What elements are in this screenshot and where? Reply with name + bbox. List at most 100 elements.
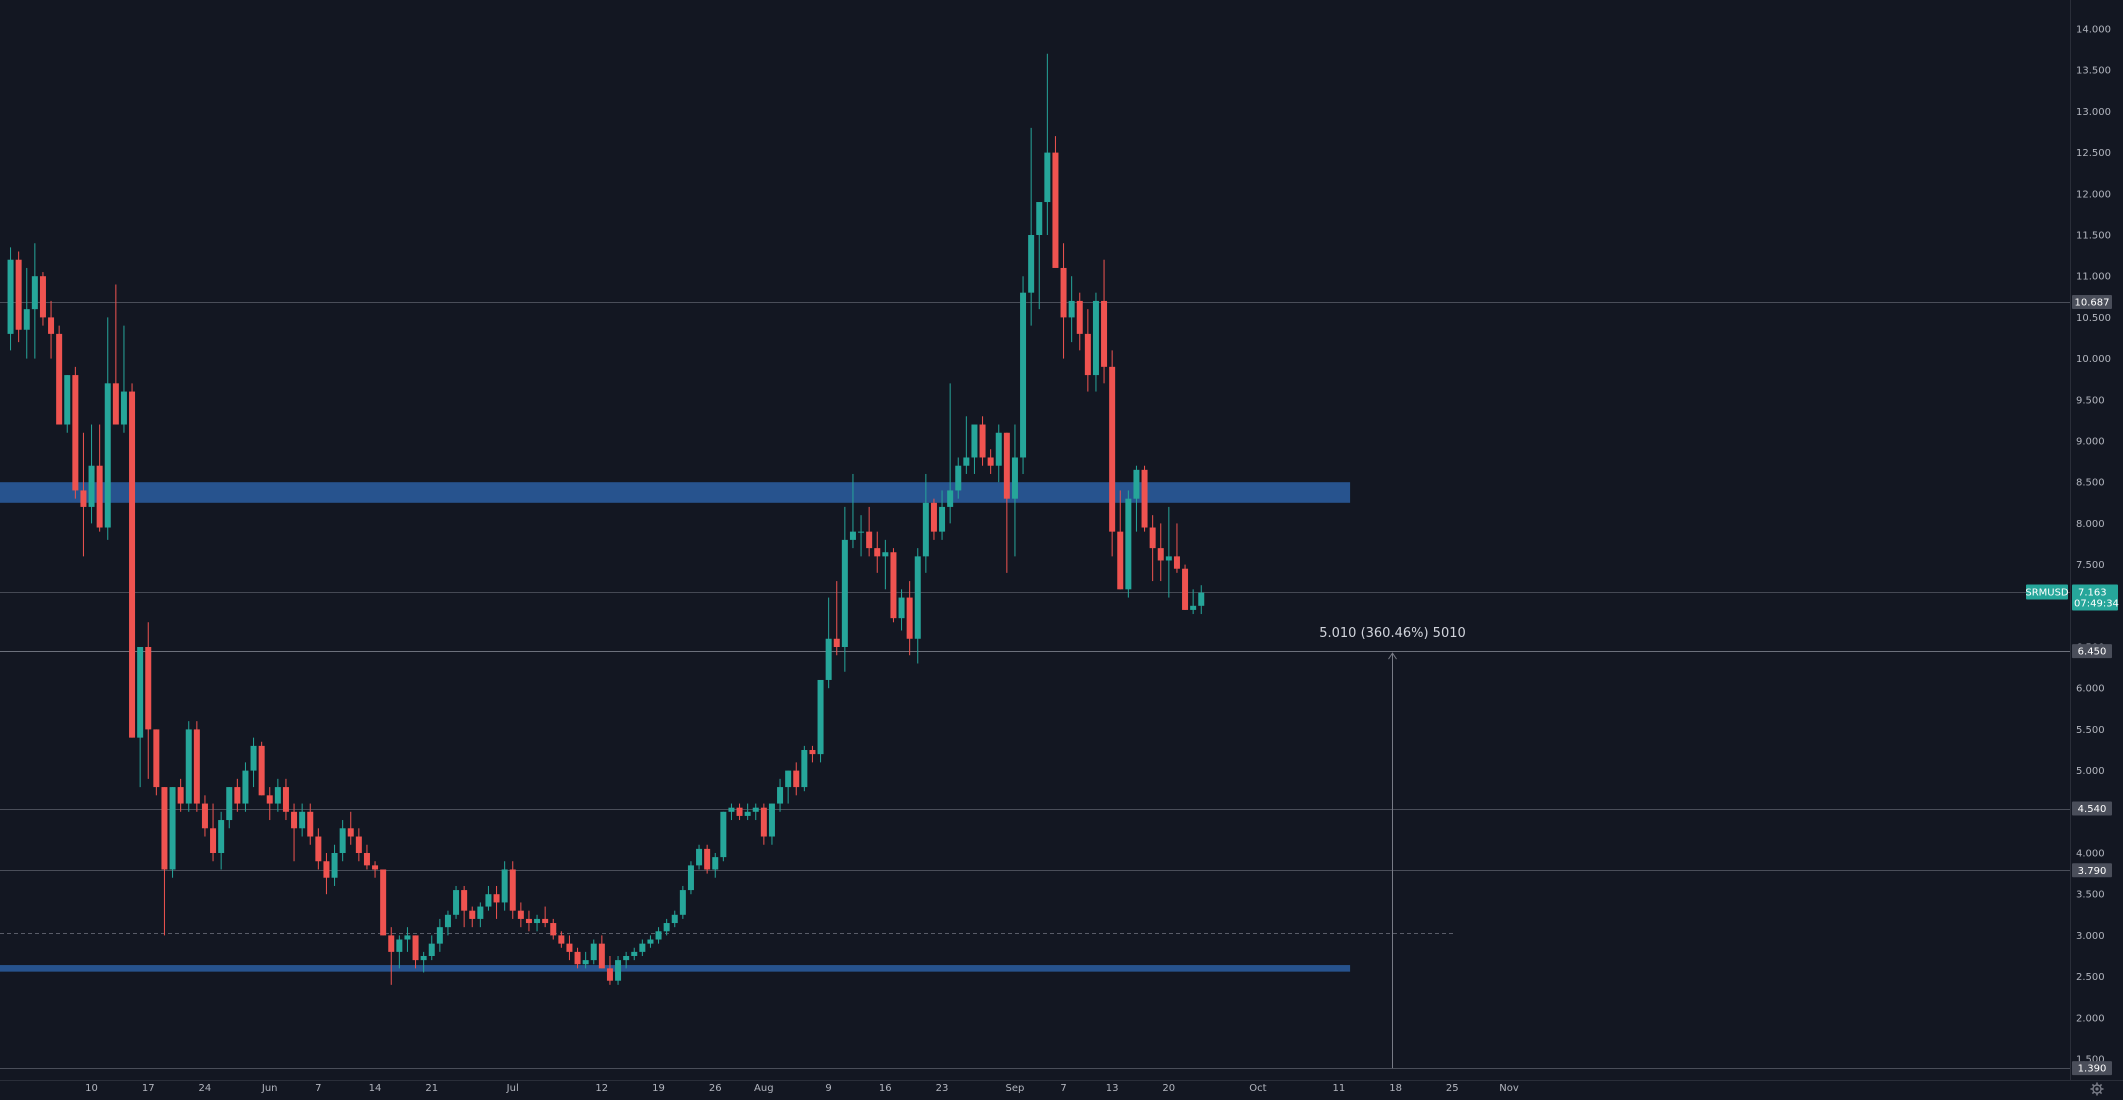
candle[interactable] xyxy=(274,778,281,812)
candle[interactable] xyxy=(1052,136,1059,268)
candle[interactable] xyxy=(96,424,103,532)
candle[interactable] xyxy=(339,820,346,862)
candle[interactable] xyxy=(1036,202,1043,310)
candle[interactable] xyxy=(266,787,273,821)
price-axis[interactable]: 1.5002.0002.5003.0003.5004.0004.5005.000… xyxy=(2025,0,2119,1080)
candle[interactable] xyxy=(655,927,662,944)
candle[interactable] xyxy=(31,243,38,359)
candle[interactable] xyxy=(469,906,476,928)
candle[interactable] xyxy=(299,803,306,837)
candle[interactable] xyxy=(1076,292,1083,351)
candle[interactable] xyxy=(801,745,808,792)
candle[interactable] xyxy=(1190,589,1197,615)
candle[interactable] xyxy=(720,811,727,862)
candle[interactable] xyxy=(120,325,127,433)
candle[interactable] xyxy=(104,317,111,540)
candle[interactable] xyxy=(404,927,411,952)
candle[interactable] xyxy=(509,861,516,919)
candle[interactable] xyxy=(436,918,443,952)
candle[interactable] xyxy=(777,778,784,812)
candle[interactable] xyxy=(444,910,451,936)
candle[interactable] xyxy=(323,853,330,895)
candle[interactable] xyxy=(696,844,703,870)
candle[interactable] xyxy=(1149,515,1156,582)
candle[interactable] xyxy=(687,861,694,895)
measure-tool[interactable]: 5.010 (360.46%) 5010 xyxy=(1319,626,1466,1069)
candle[interactable] xyxy=(890,548,897,623)
candle[interactable] xyxy=(906,581,913,656)
candle[interactable] xyxy=(39,272,46,326)
candle[interactable] xyxy=(347,811,354,845)
candle[interactable] xyxy=(493,885,500,919)
candle[interactable] xyxy=(23,267,30,359)
gear-icon[interactable] xyxy=(2090,1082,2104,1096)
candle[interactable] xyxy=(193,721,200,812)
candle[interactable] xyxy=(841,506,848,672)
candle[interactable] xyxy=(752,803,759,821)
candle[interactable] xyxy=(1044,53,1051,235)
candle[interactable] xyxy=(355,828,362,862)
candle[interactable] xyxy=(250,737,257,788)
candle[interactable] xyxy=(1157,523,1164,582)
candle[interactable] xyxy=(315,828,322,870)
candle[interactable] xyxy=(363,844,370,870)
candle[interactable] xyxy=(234,778,241,812)
candle[interactable] xyxy=(153,729,160,796)
candle[interactable] xyxy=(1125,490,1132,598)
candle[interactable] xyxy=(712,853,719,878)
candle[interactable] xyxy=(849,473,856,549)
candle[interactable] xyxy=(882,539,889,590)
candle[interactable] xyxy=(1182,564,1189,610)
candle[interactable] xyxy=(428,935,435,961)
candle[interactable] xyxy=(987,449,994,474)
candle[interactable] xyxy=(15,251,22,343)
candle[interactable] xyxy=(1198,585,1205,615)
candle[interactable] xyxy=(412,935,419,969)
candle[interactable] xyxy=(129,383,136,738)
candle[interactable] xyxy=(785,770,792,804)
candle[interactable] xyxy=(922,473,929,573)
candle[interactable] xyxy=(930,498,937,540)
candle[interactable] xyxy=(793,762,800,796)
candle[interactable] xyxy=(1133,465,1140,532)
candle[interactable] xyxy=(145,622,152,779)
candle[interactable] xyxy=(477,902,484,928)
candle[interactable] xyxy=(963,416,970,474)
candle[interactable] xyxy=(137,647,144,788)
candle[interactable] xyxy=(550,918,557,940)
candle[interactable] xyxy=(1020,276,1027,474)
candle[interactable] xyxy=(615,956,622,985)
candle[interactable] xyxy=(866,506,873,557)
candle[interactable] xyxy=(7,247,14,351)
candle[interactable] xyxy=(995,424,1002,483)
candle[interactable] xyxy=(825,597,832,689)
candle[interactable] xyxy=(534,914,541,932)
candle[interactable] xyxy=(1060,243,1067,359)
candle[interactable] xyxy=(833,581,840,656)
candle[interactable] xyxy=(1011,424,1018,557)
candle[interactable] xyxy=(525,910,532,932)
candle[interactable] xyxy=(307,803,314,845)
candle[interactable] xyxy=(704,844,711,874)
candle[interactable] xyxy=(728,803,735,821)
candle[interactable] xyxy=(177,778,184,812)
candle[interactable] xyxy=(598,935,605,969)
candle[interactable] xyxy=(1003,432,1010,573)
candle[interactable] xyxy=(80,432,87,557)
candle[interactable] xyxy=(56,325,63,425)
candle[interactable] xyxy=(955,457,962,499)
candles-layer[interactable] xyxy=(7,53,1205,985)
candle[interactable] xyxy=(947,383,954,524)
candle[interactable] xyxy=(380,869,387,936)
candle[interactable] xyxy=(88,424,95,524)
candle[interactable] xyxy=(64,375,71,433)
candle[interactable] xyxy=(817,679,824,763)
candle[interactable] xyxy=(453,885,460,919)
candle[interactable] xyxy=(388,927,395,985)
candle[interactable] xyxy=(582,951,589,969)
candle[interactable] xyxy=(939,490,946,540)
candle[interactable] xyxy=(639,939,646,956)
candle[interactable] xyxy=(282,778,289,821)
candle[interactable] xyxy=(623,951,630,969)
candle[interactable] xyxy=(898,589,905,631)
